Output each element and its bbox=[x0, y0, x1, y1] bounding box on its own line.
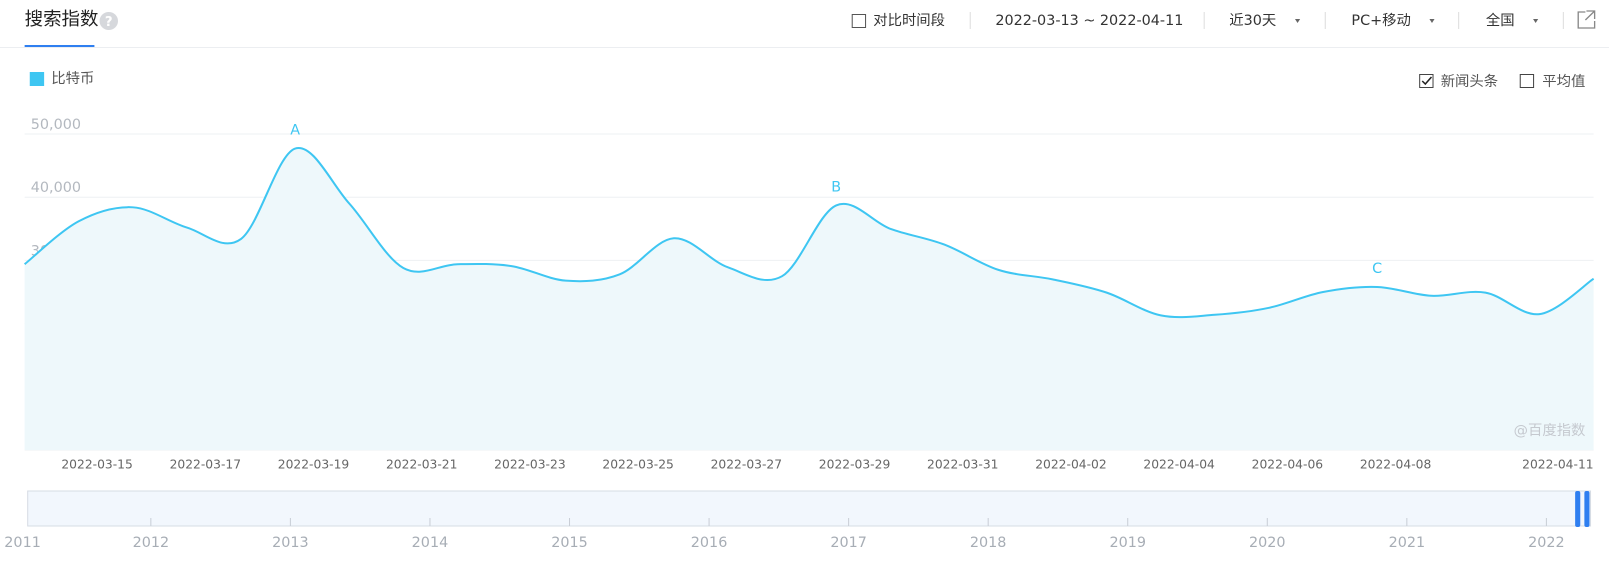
x-tick-label: 2022-04-02 bbox=[1035, 458, 1106, 472]
x-tick-label: 2022-03-21 bbox=[386, 458, 457, 472]
x-tick-label: 2022-03-17 bbox=[170, 458, 241, 472]
region-select[interactable]: 全国 bbox=[1486, 12, 1515, 29]
y-tick-label: 40,000 bbox=[31, 180, 81, 196]
tab-underline bbox=[24, 45, 95, 47]
x-tick-label: 2022-04-11 bbox=[1522, 458, 1593, 472]
header-divider bbox=[0, 47, 1609, 48]
brush-handle[interactable] bbox=[1575, 491, 1581, 527]
x-tick-label: 2022-04-06 bbox=[1252, 458, 1323, 472]
timeline-year: 2014 bbox=[412, 535, 449, 551]
news-label[interactable]: 新闻头条 bbox=[1441, 73, 1498, 90]
timeline-year: 2011 bbox=[4, 535, 41, 551]
help-icon[interactable] bbox=[99, 12, 119, 30]
average-label[interactable]: 平均值 bbox=[1542, 74, 1585, 90]
timeline-year: 2012 bbox=[133, 535, 170, 551]
check-mark bbox=[1421, 76, 1433, 86]
annotation: C bbox=[1372, 261, 1382, 277]
date-range[interactable]: 2022-03-13 ~ 2022-04-11 bbox=[995, 13, 1183, 29]
x-tick-label: 2022-03-31 bbox=[927, 458, 998, 472]
timeline-year: 2015 bbox=[551, 535, 588, 551]
timeline-year: 2022 bbox=[1528, 535, 1565, 551]
dropdown-arrow bbox=[1429, 19, 1435, 23]
page-title: 搜索指数 bbox=[25, 9, 99, 30]
timeline-year: 2013 bbox=[272, 535, 309, 551]
separator bbox=[1562, 12, 1564, 29]
dropdown-arrow bbox=[1533, 19, 1539, 23]
annotation: B bbox=[831, 180, 841, 196]
x-tick-label: 2022-03-15 bbox=[61, 458, 132, 472]
separator bbox=[1458, 12, 1460, 29]
timeline-year: 2020 bbox=[1249, 535, 1286, 551]
annotation: A bbox=[290, 123, 300, 139]
dropdown-arrow bbox=[1294, 19, 1301, 23]
timeline-year: 2017 bbox=[830, 535, 867, 551]
timeline-year: 2021 bbox=[1389, 535, 1426, 551]
legend-label[interactable]: 比特币 bbox=[51, 71, 94, 87]
legend-swatch bbox=[29, 72, 45, 86]
timeline-year: 2019 bbox=[1109, 535, 1146, 551]
timeline-year: 2016 bbox=[691, 535, 728, 551]
x-tick-label: 2022-03-19 bbox=[278, 458, 349, 472]
period-select[interactable]: 近30天 bbox=[1229, 13, 1276, 29]
compare-label[interactable]: 对比时间段 bbox=[873, 13, 945, 29]
separator bbox=[1203, 12, 1205, 29]
x-tick-label: 2022-04-04 bbox=[1143, 458, 1215, 472]
timeline-year: 2018 bbox=[970, 535, 1007, 551]
line bbox=[23, 147, 1595, 319]
x-tick-label: 2022-04-08 bbox=[1360, 458, 1431, 472]
x-tick-label: 2022-03-25 bbox=[602, 458, 673, 472]
external-link-icon[interactable] bbox=[1577, 10, 1596, 29]
timeline-brush[interactable] bbox=[27, 490, 1592, 527]
watermark: @百度指数 bbox=[1514, 423, 1586, 439]
y-tick-label: 50,000 bbox=[31, 117, 81, 133]
brush-handle[interactable] bbox=[1584, 491, 1590, 527]
x-tick-label: 2022-03-27 bbox=[711, 458, 782, 472]
x-tick-label: 2022-03-29 bbox=[819, 458, 890, 472]
x-tick-label: 2022-03-23 bbox=[494, 458, 565, 472]
area bbox=[24, 147, 1594, 450]
compare-checkbox[interactable] bbox=[851, 14, 867, 28]
news-checkbox[interactable] bbox=[1419, 74, 1434, 88]
device-select[interactable]: PC+移动 bbox=[1351, 13, 1410, 29]
separator bbox=[1324, 12, 1326, 29]
help-icon-text: ? bbox=[105, 15, 113, 30]
separator bbox=[969, 12, 971, 29]
average-checkbox[interactable] bbox=[1519, 74, 1535, 88]
